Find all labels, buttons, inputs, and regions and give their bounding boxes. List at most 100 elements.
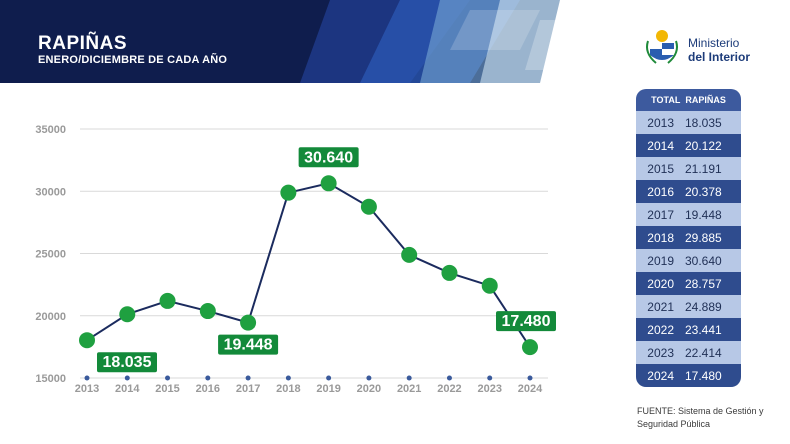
x-tick-label: 2016 [196,383,220,395]
table-year: 2018 [647,230,674,245]
x-tick-label: 2014 [115,383,140,395]
x-tick-dot [446,375,452,381]
table-value: 23.441 [685,322,722,337]
table-value: 29.885 [685,230,722,245]
table-year: 2013 [647,115,674,130]
x-tick-dot [366,375,372,381]
data-point [320,175,337,192]
table-value: 21.191 [685,161,722,176]
table-row: 2022 23.441 [636,318,741,341]
source-line-2: Seguridad Pública [637,419,711,429]
x-tick-dot [245,375,251,381]
table-year: 2015 [647,161,674,176]
x-tick-dot [205,375,211,381]
page-subtitle: ENERO/DICIEMBRE DE CADA AÑO [38,54,228,66]
brand-line-2: del Interior [688,50,751,64]
data-label-box [97,352,157,373]
table-value: 28.757 [685,276,722,291]
table-year: 2024 [647,368,674,383]
x-tick-dot [326,375,332,381]
data-label-box [218,334,279,355]
table-value: 24.889 [685,299,722,314]
x-tick-dot [487,375,493,381]
y-tick-label: 20000 [35,311,66,323]
table-year: 2019 [647,253,674,268]
y-tick-label: 30000 [35,186,66,198]
table-header: TOTAL RAPIÑAS [636,89,741,111]
table-row: 2015 21.191 [636,157,741,180]
x-tick-label: 2024 [518,383,543,395]
data-point [522,339,538,356]
data-point [360,198,377,215]
table-value: 22.414 [685,345,722,360]
x-tick-label: 2018 [276,383,300,395]
table-row: 2024 17.480 [636,364,741,387]
table-value: 19.448 [685,207,722,222]
table-year: 2022 [647,322,674,337]
data-label: 18.035 [103,354,152,371]
data-point [159,292,176,309]
data-label: 17.480 [502,313,551,330]
table-year: 2014 [647,138,674,153]
x-tick-dot [406,375,412,381]
data-point [199,303,216,320]
table-year: 2023 [647,345,674,360]
table-year: 2021 [647,299,674,314]
data-label: 19.448 [224,337,273,354]
source-note: FUENTE: Sistema de Gestión y Seguridad P… [637,405,787,431]
table-row: 2021 24.889 [636,295,741,318]
header-banner [0,0,790,83]
brand-line-1: Ministerio [688,36,740,50]
totals-table: TOTAL RAPIÑAS 2013 18.035 2014 20.122 2015 21… [636,89,741,387]
data-point [401,246,418,263]
table-value: 18.035 [685,115,722,130]
table-header-total: TOTAL [651,95,681,105]
y-tick-label: 15000 [35,373,66,385]
table-row: 2016 20.378 [636,180,741,203]
data-point [240,314,257,331]
table-value: 20.122 [685,138,722,153]
x-tick-label: 2020 [357,383,381,395]
table-row: 2023 22.414 [636,341,741,364]
ministry-logo: Ministerio del Interior [640,27,770,67]
data-label: 30.640 [304,149,353,166]
table-year: 2017 [647,207,674,222]
data-point [79,332,95,349]
table-year: 2016 [647,184,674,199]
table-row: 2019 30.640 [636,249,741,272]
x-tick-dot [527,375,533,381]
x-tick-label: 2015 [155,383,179,395]
data-point [441,264,458,281]
line-chart: 15000 20000 25000 30000 35000 2013 2014 2015 201… [35,124,556,395]
y-tick-label: 35000 [35,124,66,136]
table-row: 2013 18.035 [636,111,741,134]
x-tick-label: 2023 [477,383,501,395]
table-row: 2020 28.757 [636,272,741,295]
table-header-rapinas: RAPIÑAS [685,95,726,105]
series-line [86,182,531,348]
x-tick-dot [124,375,130,381]
table-row: 2014 20.122 [636,134,741,157]
coat-of-arms-icon [646,30,678,64]
data-point [481,277,498,294]
x-tick-dot [84,375,90,381]
page-title: RAPIÑAS [38,33,128,54]
x-tick-label: 2021 [397,383,421,395]
y-tick-label: 25000 [35,249,66,261]
x-tick-label: 2013 [75,383,99,395]
x-tick-dot [285,375,291,381]
data-label-box [496,311,556,332]
table-row: 2018 29.885 [636,226,741,249]
table-value: 20.378 [685,184,722,199]
x-tick-label: 2022 [437,383,461,395]
x-tick-label: 2019 [316,383,340,395]
table-value: 30.640 [685,253,722,268]
data-point [119,306,136,323]
x-tick-label: 2017 [236,383,260,395]
table-year: 2020 [647,276,674,291]
table-row: 2017 19.448 [636,203,741,226]
data-point [280,184,297,201]
table-value: 17.480 [685,368,722,383]
x-tick-dot [165,375,171,381]
source-line-1: FUENTE: Sistema de Gestión y [637,406,764,416]
